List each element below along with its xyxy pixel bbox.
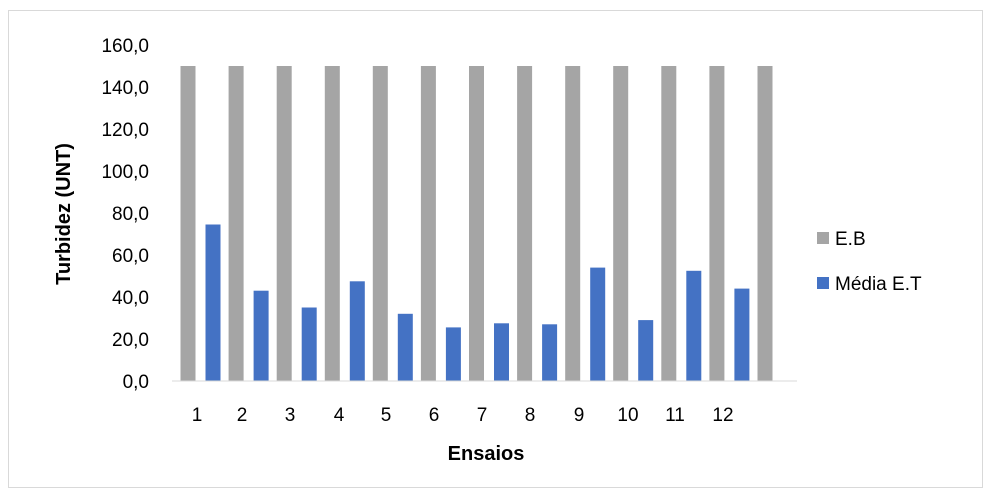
y-tick-label: 140,0 — [101, 78, 149, 99]
bar-media-et-11 — [686, 270, 702, 382]
bar-eb-9 — [565, 66, 581, 381]
y-tick-labels: 0,0 20,0 40,0 60,0 80,0 100,0 120,0 140,0 160,0 — [101, 36, 149, 393]
bar-eb-5 — [372, 66, 388, 381]
x-axis-title: Ensaios — [448, 443, 525, 465]
bar-media-et-2 — [253, 290, 269, 381]
bar-eb-7 — [469, 66, 484, 381]
bar-eb-1 — [180, 66, 196, 381]
x-tick-label: 7 — [477, 405, 488, 426]
bar-media-et-4 — [349, 281, 365, 382]
bar-media-et-7 — [494, 323, 509, 382]
bar-eb-11 — [661, 66, 677, 381]
y-tick-label: 100,0 — [101, 162, 149, 183]
x-tick-label: 10 — [617, 405, 638, 426]
bar-eb-8 — [517, 66, 533, 381]
bar-eb-3 — [276, 66, 292, 381]
x-tick-label: 9 — [574, 405, 585, 426]
x-tick-label: 5 — [381, 405, 392, 426]
x-tick-label: 8 — [525, 405, 536, 426]
y-tick-label: 160,0 — [101, 36, 149, 57]
legend-swatch — [817, 277, 829, 289]
bar-eb-4 — [324, 66, 340, 381]
legend-label: E.B — [835, 229, 866, 250]
bar-eb-13 — [757, 66, 773, 381]
x-tick-label: 3 — [285, 405, 296, 426]
bar-eb-10 — [613, 66, 629, 381]
y-tick-label: 0,0 — [123, 372, 149, 393]
bars-group — [180, 66, 773, 382]
x-tick-label: 11 — [665, 405, 685, 426]
bar-media-et-9 — [590, 267, 606, 381]
bar-media-et-10 — [638, 320, 654, 381]
x-tick-label: 12 — [712, 405, 733, 426]
bar-media-et-12 — [734, 288, 750, 381]
legend: E.B Média E.T — [817, 229, 922, 295]
bar-media-et-6 — [445, 327, 461, 381]
y-tick-label: 120,0 — [101, 120, 149, 141]
bar-media-et-1 — [205, 224, 221, 381]
x-tick-label: 6 — [429, 405, 440, 426]
bar-media-et-3 — [301, 307, 317, 381]
chart-frame — [8, 10, 983, 488]
bar-eb-2 — [228, 66, 244, 381]
x-tick-label: 4 — [334, 405, 345, 426]
legend-swatch — [817, 232, 829, 244]
bar-media-et-5 — [397, 313, 413, 381]
bar-eb-6 — [420, 66, 436, 381]
bar-media-et-8 — [542, 324, 558, 381]
legend-label: Média E.T — [835, 274, 922, 295]
x-tick-label: 1 — [192, 405, 203, 426]
x-tick-labels: 1 2 3 4 5 6 7 8 9 10 11 12 — [192, 405, 734, 426]
y-tick-label: 20,0 — [112, 330, 149, 351]
y-tick-label: 80,0 — [112, 204, 149, 225]
y-tick-label: 60,0 — [112, 246, 149, 267]
x-tick-label: 2 — [237, 405, 248, 426]
bar-eb-12 — [709, 66, 725, 381]
y-tick-label: 40,0 — [112, 288, 149, 309]
y-axis-title: Turbidez (UNT) — [53, 143, 75, 285]
